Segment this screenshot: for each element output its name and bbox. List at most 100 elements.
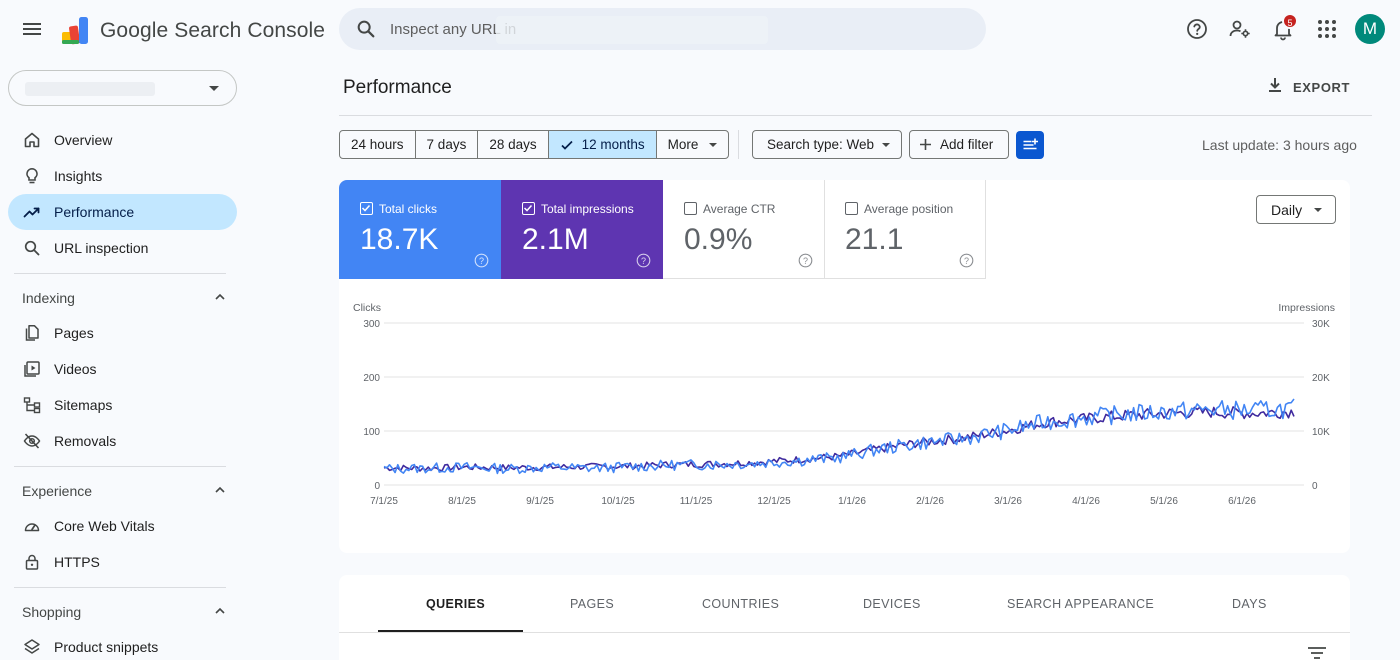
sidebar-item-pages[interactable]: Pages [8, 315, 237, 351]
redacted-domain [496, 16, 768, 44]
tabs-divider [339, 632, 1350, 633]
filter-rows-icon[interactable] [1307, 645, 1327, 660]
tab-queries[interactable]: QUERIES [378, 575, 523, 632]
speed-icon [24, 523, 40, 532]
url-inspection-search[interactable]: Inspect any URL in [339, 8, 986, 50]
chevron-up-icon [215, 486, 225, 493]
tab-pages[interactable]: PAGES [539, 575, 649, 632]
metric-value: 18.7K [360, 223, 439, 256]
notifications-badge: 5 [1282, 13, 1298, 29]
y2-tick-label: 0 [1312, 481, 1318, 492]
sidebar-item-label: Videos [54, 361, 97, 377]
sidebar-section-experience[interactable]: Experience [8, 475, 237, 505]
metric-label: Average position [864, 202, 954, 216]
check-icon [561, 140, 573, 150]
manage-users-icon[interactable] [1228, 17, 1252, 41]
help-icon[interactable]: ? [636, 253, 651, 268]
main-menu-icon[interactable] [20, 17, 44, 41]
help-icon[interactable]: ? [474, 253, 489, 268]
y2-tick-label: 10K [1312, 427, 1330, 438]
dimensions-card: QUERIES PAGES COUNTRIES DEVICES SEARCH A… [339, 575, 1350, 660]
tab-label: DEVICES [863, 597, 921, 611]
range-12-months[interactable]: 12 months [548, 131, 657, 158]
lock-icon [25, 554, 39, 570]
help-icon[interactable]: ? [959, 253, 974, 268]
sidebar-item-label: Sitemaps [54, 397, 113, 413]
metric-average-ctr[interactable]: Average CTR 0.9% ? [663, 180, 825, 279]
sidebar-section-shopping[interactable]: Shopping [8, 596, 237, 626]
metric-checkbox[interactable] [684, 202, 697, 215]
metric-checkbox[interactable] [845, 202, 858, 215]
sidebar-item-https[interactable]: HTTPS [8, 544, 237, 580]
search-type-dropdown[interactable]: Search type: Web [752, 130, 902, 159]
filter-settings-button[interactable] [1016, 131, 1044, 159]
chevron-down-icon [1314, 208, 1322, 212]
plus-icon [920, 139, 931, 150]
metric-value: 21.1 [845, 223, 904, 256]
date-range-selector: 24 hours 7 days 28 days 12 months More [339, 130, 730, 159]
sidebar-item-label: HTTPS [54, 554, 100, 570]
account-avatar[interactable]: M [1355, 14, 1385, 44]
sidebar-item-url-inspection[interactable]: URL inspection [8, 230, 237, 266]
search-type-label: Search type: Web [767, 137, 875, 152]
search-icon [24, 240, 40, 256]
tab-search-appearance[interactable]: SEARCH APPEARANCE [989, 575, 1159, 632]
metric-label: Total clicks [379, 202, 438, 216]
y2-axis-label: Impressions [1278, 302, 1335, 314]
metric-checkbox[interactable] [522, 202, 535, 215]
metric-average-position[interactable]: Average position 21.1 ? [824, 180, 986, 279]
y2-tick-label: 20K [1312, 373, 1330, 384]
metric-total-clicks[interactable]: Total clicks 18.7K ? [339, 180, 501, 279]
x-tick-label: 7/1/25 [370, 496, 398, 507]
property-selector[interactable] [8, 70, 237, 106]
sidebar-item-sitemaps[interactable]: Sitemaps [8, 387, 237, 423]
x-tick-label: 2/1/26 [916, 496, 944, 507]
metric-checkbox[interactable] [360, 202, 373, 215]
range-24-hours[interactable]: 24 hours [340, 131, 416, 158]
tab-countries[interactable]: COUNTRIES [679, 575, 799, 632]
apps-grid-icon[interactable] [1315, 17, 1339, 41]
range-more-dropdown[interactable]: More [657, 131, 729, 158]
sidebar-item-insights[interactable]: Insights [8, 158, 237, 194]
sidebar-item-performance[interactable]: Performance [8, 194, 237, 230]
section-title: Experience [22, 483, 93, 499]
x-tick-label: 9/1/25 [526, 496, 554, 507]
y-tick-label: 0 [374, 481, 380, 492]
tab-days[interactable]: DAYS [1209, 575, 1289, 632]
range-label: 12 months [581, 137, 645, 152]
x-tick-label: 4/1/26 [1072, 496, 1100, 507]
tab-label: COUNTRIES [702, 597, 780, 611]
performance-card: Total clicks 18.7K ? Total impressions 2… [339, 180, 1350, 553]
sidebar-item-core-web-vitals[interactable]: Core Web Vitals [8, 508, 237, 544]
sidebar-item-product-snippets[interactable]: Product snippets [8, 629, 237, 660]
sidebar-item-overview[interactable]: Overview [8, 122, 237, 158]
sidebar-divider [14, 466, 226, 467]
tab-label: SEARCH APPEARANCE [1007, 597, 1155, 611]
granularity-label: Daily [1271, 202, 1303, 218]
range-28-days[interactable]: 28 days [478, 131, 549, 158]
search-console-logo[interactable] [60, 14, 92, 46]
sidebar-item-videos[interactable]: Videos [8, 351, 237, 387]
metric-total-impressions[interactable]: Total impressions 2.1M ? [501, 180, 663, 279]
sidebar-item-removals[interactable]: Removals [8, 423, 237, 459]
help-icon[interactable]: ? [798, 253, 813, 268]
home-icon [24, 132, 40, 148]
page-title: Performance [343, 77, 452, 98]
metric-value: 2.1M [522, 223, 589, 256]
tab-devices[interactable]: DEVICES [839, 575, 939, 632]
section-title: Shopping [22, 604, 82, 620]
last-update-text: Last update: 3 hours ago [1202, 137, 1357, 153]
sidebar-section-indexing[interactable]: Indexing [8, 282, 237, 312]
metric-label: Average CTR [703, 202, 776, 216]
export-button[interactable]: EXPORT [1262, 74, 1352, 100]
svg-text:?: ? [803, 256, 808, 266]
chevron-up-icon [215, 293, 225, 300]
active-tab-indicator [378, 630, 523, 632]
y-axis-label: Clicks [353, 302, 381, 314]
svg-text:?: ? [641, 256, 646, 266]
granularity-dropdown[interactable]: Daily [1256, 195, 1336, 224]
help-icon[interactable] [1185, 17, 1209, 41]
add-filter-button[interactable]: Add filter [909, 130, 1009, 159]
range-7-days[interactable]: 7 days [416, 131, 479, 158]
y-tick-label: 200 [363, 373, 380, 384]
